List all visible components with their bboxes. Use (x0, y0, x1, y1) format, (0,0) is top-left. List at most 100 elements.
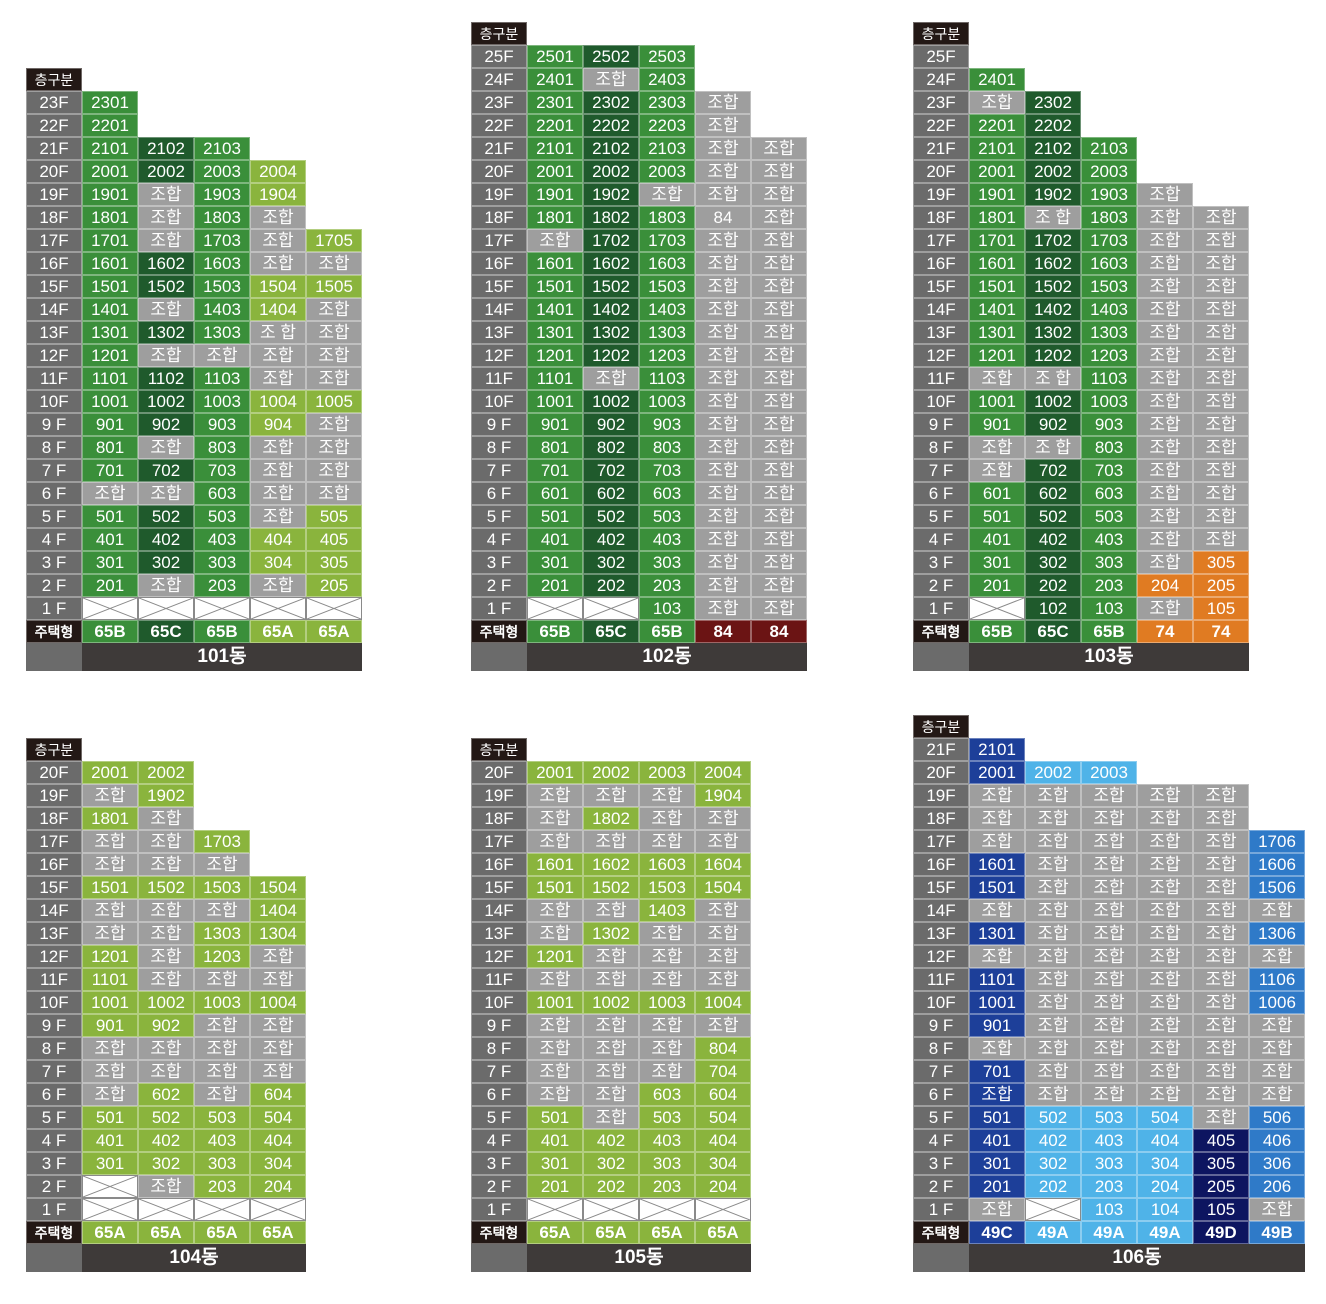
floor-label: 24F (913, 68, 969, 91)
floor-row: 5 F 501 502 503 조합 505 (26, 505, 362, 528)
empty-unit-cross-icon (696, 1199, 750, 1220)
floor-label: 6 F (471, 482, 527, 505)
unit-cell: 1003 (194, 390, 250, 413)
unit-cell: 1601 (527, 853, 583, 876)
unit-cell: 901 (969, 413, 1025, 436)
floor-row: 19F 조합 1902 (26, 784, 306, 807)
building-name: 104동 (82, 1244, 306, 1272)
floor-label: 19F (913, 784, 969, 807)
unit-cell: 1001 (82, 991, 138, 1014)
unit-cell: 조 합 (250, 321, 306, 344)
unit-cell: 조합 (1137, 183, 1193, 206)
unit-cell: 조합 (1193, 1083, 1249, 1106)
unit-cell: 조합 (751, 482, 807, 505)
floor-row: 7 F 조합 조합 조합 조합 (26, 1060, 306, 1083)
unit-cell: 902 (138, 413, 194, 436)
unit-cell: 조합 (1137, 853, 1193, 876)
unit-cell: 조합 (1081, 991, 1137, 1014)
unit-cell: 2004 (250, 160, 306, 183)
unit-cell: 1702 (583, 229, 639, 252)
unit-cell: 902 (138, 1014, 194, 1037)
unit-cell: 조합 (1137, 876, 1193, 899)
unit-cell: 1501 (969, 876, 1025, 899)
building-104: 층구분 20F 2001 2002 19F 조합 1902 18F 1801 조합 17F 조합 조합 1… (26, 738, 306, 1272)
unit-cell: 1101 (82, 367, 138, 390)
unit-cell: 조합 (969, 91, 1025, 114)
unit-cell: 1801 (82, 807, 138, 830)
floor-row: 10F 1001 1002 1003 1004 (26, 991, 306, 1014)
unit-cell: 503 (1081, 505, 1137, 528)
unit-cell: 405 (306, 528, 362, 551)
floor-row: 18F 조합 1802 조합 조합 (471, 807, 751, 830)
floor-label: 15F (471, 876, 527, 899)
unit-cell: 901 (527, 413, 583, 436)
floor-label: 15F (26, 275, 82, 298)
unit-cell (639, 1198, 695, 1221)
floor-row: 6 F 조합 조합 603 조합 조합 (26, 482, 362, 505)
unit-cell (306, 597, 362, 620)
floor-row: 19F 1901 1902 조합 조합 조합 (471, 183, 807, 206)
floor-row: 1 F 조합 103 104 105 조합 (913, 1198, 1305, 1221)
floor-label: 14F (26, 298, 82, 321)
unit-type-cell: 74 (1193, 620, 1249, 643)
floor-label: 8 F (913, 436, 969, 459)
unit-cell: 조합 (1193, 206, 1249, 229)
unit-cell: 조합 (1137, 321, 1193, 344)
unit-type-cell: 65B (1081, 620, 1137, 643)
unit-cell: 조 합 (1025, 436, 1081, 459)
floor-row: 23F 2301 2302 2303 조합 (471, 91, 807, 114)
unit-cell: 203 (639, 1175, 695, 1198)
unit-cell: 1304 (250, 922, 306, 945)
unit-cell: 203 (1081, 1175, 1137, 1198)
unit-cell: 조합 (82, 784, 138, 807)
unit-cell: 2301 (527, 91, 583, 114)
floor-row: 11F 조합 조 합 1103 조합 조합 (913, 367, 1249, 390)
floor-label: 10F (26, 390, 82, 413)
unit-cell (250, 1198, 306, 1221)
unit-cell: 901 (969, 1014, 1025, 1037)
floor-row: 3 F 301 302 303 304 305 306 (913, 1152, 1305, 1175)
floor-row: 20F 2001 2002 (26, 761, 306, 784)
unit-cell: 조합 (1025, 991, 1081, 1014)
floor-label: 7 F (26, 1060, 82, 1083)
unit-cell: 조합 (695, 344, 751, 367)
unit-cell: 2003 (194, 160, 250, 183)
unit-cell: 304 (250, 1152, 306, 1175)
building-name: 105동 (527, 1244, 751, 1272)
unit-cell: 1903 (194, 183, 250, 206)
unit-cell: 조합 (138, 229, 194, 252)
unit-cell: 401 (82, 528, 138, 551)
unit-cell: 조합 (1193, 459, 1249, 482)
unit-cell: 조합 (1137, 298, 1193, 321)
unit-cell: 1901 (969, 183, 1025, 206)
unit-cell: 조합 (751, 344, 807, 367)
floor-header-label: 층구분 (913, 715, 969, 738)
unit-cell: 조합 (639, 830, 695, 853)
unit-cell: 502 (1025, 1106, 1081, 1129)
unit-cell: 902 (583, 413, 639, 436)
unit-cell: 1303 (194, 922, 250, 945)
unit-type-cell: 65A (194, 1221, 250, 1244)
floor-row: 18F 1801 조합 1803 조합 (26, 206, 362, 229)
unit-cell: 조합 (82, 830, 138, 853)
unit-cell: 조합 (194, 344, 250, 367)
unit-cell: 1403 (639, 899, 695, 922)
floor-label: 16F (913, 252, 969, 275)
unit-cell: 402 (1025, 1129, 1081, 1152)
floor-label: 2 F (471, 1175, 527, 1198)
unit-cell: 조합 (1137, 528, 1193, 551)
unit-cell: 조합 (250, 344, 306, 367)
floor-label: 8 F (913, 1037, 969, 1060)
unit-cell: 조합 (695, 459, 751, 482)
building-footer: 101동 (26, 643, 362, 671)
empty-unit-cross-icon (584, 1199, 638, 1220)
unit-cell: 1802 (583, 206, 639, 229)
empty-unit-cross-icon (195, 598, 249, 619)
unit-cell: 701 (527, 459, 583, 482)
floor-label: 20F (26, 160, 82, 183)
unit-cell: 1701 (82, 229, 138, 252)
floor-label: 14F (26, 899, 82, 922)
floor-row: 17F 1701 1702 1703 조합 조합 (913, 229, 1249, 252)
unit-cell (194, 1198, 250, 1221)
unit-cell: 703 (639, 459, 695, 482)
